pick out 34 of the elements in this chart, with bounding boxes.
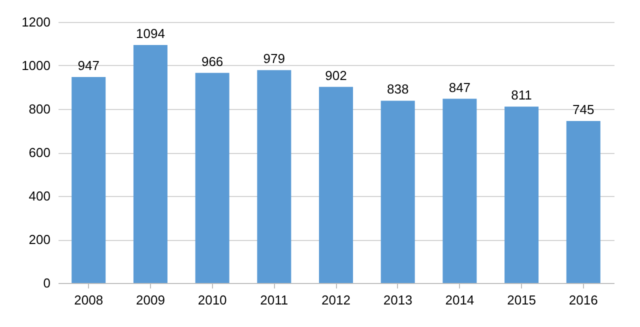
bar (72, 77, 106, 283)
x-tick-label: 2011 (260, 292, 288, 308)
y-tick-label: 600 (28, 145, 50, 160)
x-tick-label: 2008 (74, 292, 104, 308)
y-tick-label: 400 (28, 188, 50, 204)
data-label: 745 (572, 102, 594, 117)
y-tick-label: 800 (28, 102, 50, 116)
x-tick-label: 2014 (445, 292, 474, 308)
data-label: 979 (263, 51, 286, 66)
data-label: 1094 (136, 26, 165, 42)
data-label: 838 (386, 82, 409, 97)
bar (195, 72, 230, 283)
x-tick-label: 2009 (136, 292, 165, 308)
y-tick-label: 0 (43, 276, 50, 290)
data-label: 811 (511, 88, 532, 103)
bar (257, 70, 292, 283)
bar (380, 100, 415, 283)
x-tick-label: 2010 (198, 292, 227, 308)
y-tick-label: 1200 (22, 14, 50, 30)
bar (133, 45, 168, 283)
data-label: 947 (78, 58, 100, 74)
data-label: 902 (325, 68, 347, 83)
bar (318, 86, 354, 283)
data-label: 966 (201, 54, 224, 69)
x-tick-label: 2016 (568, 292, 598, 308)
bar (566, 120, 600, 283)
y-tick-label: 200 (28, 232, 50, 247)
data-label: 847 (448, 80, 471, 95)
x-tick-label: 2012 (322, 292, 350, 308)
bar (504, 106, 539, 283)
y-tick-label: 1000 (22, 58, 50, 73)
x-tick-label: 2013 (383, 292, 412, 308)
bar (442, 98, 477, 283)
x-tick-label: 2015 (507, 292, 536, 308)
